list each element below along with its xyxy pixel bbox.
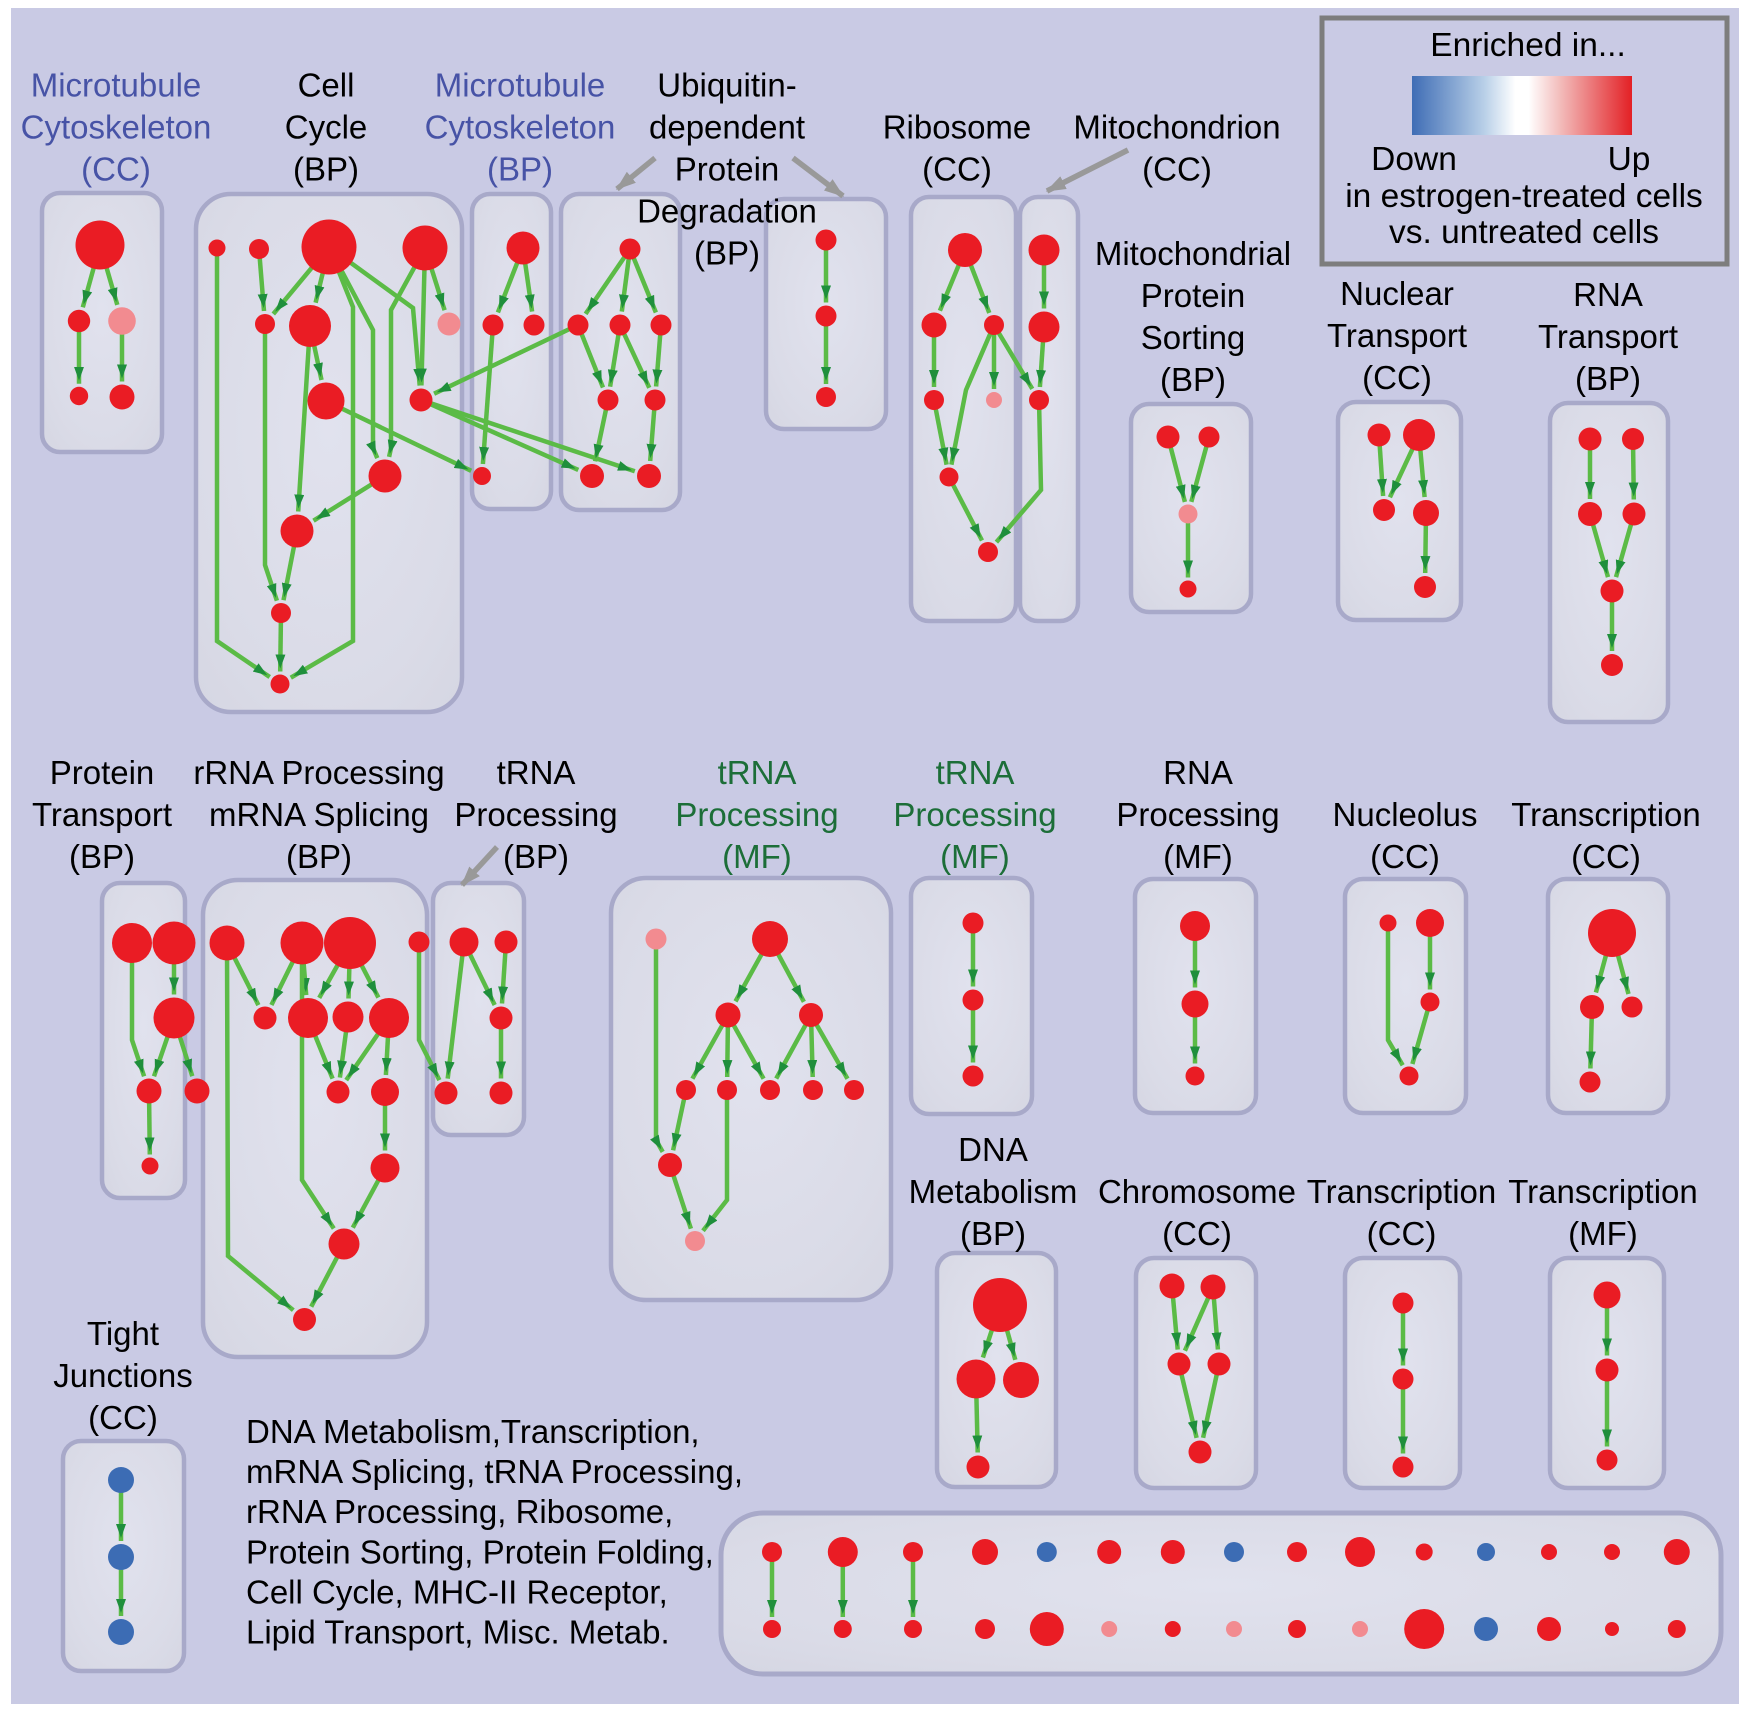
svg-text:(CC): (CC) <box>1142 151 1212 188</box>
svg-text:Processing: Processing <box>1116 796 1279 833</box>
svg-text:(BP): (BP) <box>293 151 359 188</box>
svg-text:Protein: Protein <box>675 151 780 188</box>
svg-text:(BP): (BP) <box>1575 360 1641 397</box>
svg-text:rRNA Processing, Ribosome,: rRNA Processing, Ribosome, <box>246 1493 673 1530</box>
svg-text:Cytoskeleton: Cytoskeleton <box>425 109 616 146</box>
svg-text:(MF): (MF) <box>1163 838 1233 875</box>
svg-text:Metabolism: Metabolism <box>909 1173 1078 1210</box>
svg-text:Transport: Transport <box>1327 317 1467 354</box>
svg-text:DNA: DNA <box>958 1131 1028 1168</box>
svg-text:Cell: Cell <box>298 67 355 104</box>
svg-text:Transcription: Transcription <box>1508 1173 1698 1210</box>
svg-text:RNA: RNA <box>1573 276 1643 313</box>
svg-text:rRNA Processing: rRNA Processing <box>193 754 444 791</box>
svg-text:Sorting: Sorting <box>1141 319 1246 356</box>
svg-text:Transcription: Transcription <box>1307 1173 1497 1210</box>
svg-text:Transport: Transport <box>32 796 172 833</box>
svg-text:(BP): (BP) <box>1160 361 1226 398</box>
svg-text:Cytoskeleton: Cytoskeleton <box>21 109 212 146</box>
svg-text:(CC): (CC) <box>1362 359 1432 396</box>
svg-text:vs. untreated cells: vs. untreated cells <box>1389 214 1659 251</box>
svg-text:(CC): (CC) <box>88 1399 158 1436</box>
svg-text:tRNA: tRNA <box>718 754 797 791</box>
svg-text:(MF): (MF) <box>940 838 1010 875</box>
svg-text:Mitochondrial: Mitochondrial <box>1095 235 1291 272</box>
svg-text:tRNA: tRNA <box>936 754 1015 791</box>
svg-text:(BP): (BP) <box>503 838 569 875</box>
svg-text:Down: Down <box>1371 141 1457 178</box>
svg-text:(BP): (BP) <box>286 838 352 875</box>
svg-text:Enriched in...: Enriched in... <box>1430 27 1626 64</box>
svg-text:Junctions: Junctions <box>53 1357 192 1394</box>
svg-text:dependent: dependent <box>649 109 805 146</box>
svg-text:Processing: Processing <box>893 796 1056 833</box>
svg-text:mRNA Splicing, tRNA Processing: mRNA Splicing, tRNA Processing, <box>246 1453 743 1490</box>
svg-text:Processing: Processing <box>454 796 617 833</box>
svg-text:(CC): (CC) <box>81 151 151 188</box>
svg-text:(CC): (CC) <box>1370 838 1440 875</box>
svg-text:Degradation: Degradation <box>637 193 817 230</box>
svg-text:DNA Metabolism,Transcription,: DNA Metabolism,Transcription, <box>246 1413 700 1450</box>
svg-text:mRNA Splicing: mRNA Splicing <box>209 796 429 833</box>
svg-text:Transcription: Transcription <box>1511 796 1701 833</box>
svg-text:Nuclear: Nuclear <box>1340 275 1454 312</box>
svg-text:Nucleolus: Nucleolus <box>1333 796 1478 833</box>
svg-text:Up: Up <box>1608 141 1651 178</box>
svg-text:Mitochondrion: Mitochondrion <box>1073 109 1280 146</box>
svg-text:Tight: Tight <box>87 1315 159 1352</box>
svg-text:(CC): (CC) <box>1162 1215 1232 1252</box>
svg-text:(BP): (BP) <box>694 235 760 272</box>
svg-text:Processing: Processing <box>675 796 838 833</box>
svg-text:RNA: RNA <box>1163 754 1233 791</box>
svg-text:(BP): (BP) <box>960 1215 1026 1252</box>
svg-text:Protein: Protein <box>1141 277 1246 314</box>
svg-text:Transport: Transport <box>1538 318 1678 355</box>
svg-text:Protein: Protein <box>50 754 155 791</box>
svg-text:Microtubule: Microtubule <box>435 67 606 104</box>
svg-text:tRNA: tRNA <box>497 754 576 791</box>
svg-text:(MF): (MF) <box>1568 1215 1638 1252</box>
svg-text:in estrogen-treated cells: in estrogen-treated cells <box>1345 178 1703 215</box>
svg-text:(BP): (BP) <box>487 151 553 188</box>
svg-text:(CC): (CC) <box>1571 838 1641 875</box>
svg-text:(CC): (CC) <box>1367 1215 1437 1252</box>
svg-text:Chromosome: Chromosome <box>1098 1173 1296 1210</box>
svg-text:(MF): (MF) <box>722 838 792 875</box>
svg-text:Protein Sorting, Protein Foldi: Protein Sorting, Protein Folding, <box>246 1533 714 1570</box>
svg-text:Cell Cycle, MHC-II Receptor,: Cell Cycle, MHC-II Receptor, <box>246 1573 668 1610</box>
svg-text:Microtubule: Microtubule <box>31 67 202 104</box>
svg-text:Ubiquitin-: Ubiquitin- <box>657 67 796 104</box>
svg-text:(CC): (CC) <box>922 151 992 188</box>
svg-text:(BP): (BP) <box>69 838 135 875</box>
svg-text:Cycle: Cycle <box>285 109 368 146</box>
svg-text:Lipid Transport, Misc. Metab.: Lipid Transport, Misc. Metab. <box>246 1614 670 1651</box>
svg-text:Ribosome: Ribosome <box>883 109 1032 146</box>
